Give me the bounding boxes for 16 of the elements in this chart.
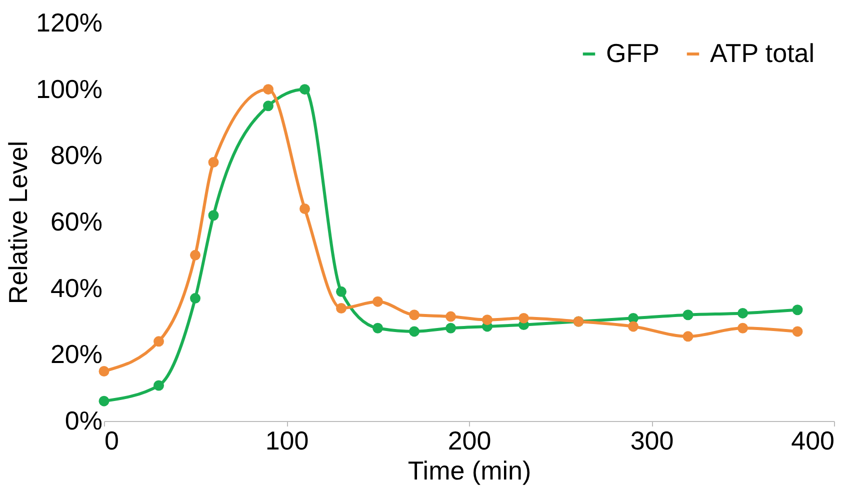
x-tick-label: 200: [448, 426, 492, 456]
y-tick-label: 120%: [36, 8, 102, 38]
y-tick-label: 60%: [50, 206, 102, 236]
y-axis-title: Relative Level: [3, 140, 33, 304]
y-tick-label: 100%: [36, 74, 102, 104]
legend-label: GFP: [606, 38, 660, 68]
x-tick-label: 300: [630, 426, 674, 456]
x-tick-label: 0: [104, 426, 119, 456]
x-axis-title: Time (min): [408, 456, 532, 486]
y-tick-label: 20%: [50, 339, 102, 370]
x-tick-label: 100: [265, 426, 309, 456]
x-tick-label: 400: [791, 426, 834, 456]
legend-label: ATP total: [710, 38, 815, 68]
y-tick-label: 40%: [50, 272, 102, 303]
y-tick-label: 80%: [50, 140, 102, 170]
y-tick-label: 0%: [64, 406, 102, 436]
